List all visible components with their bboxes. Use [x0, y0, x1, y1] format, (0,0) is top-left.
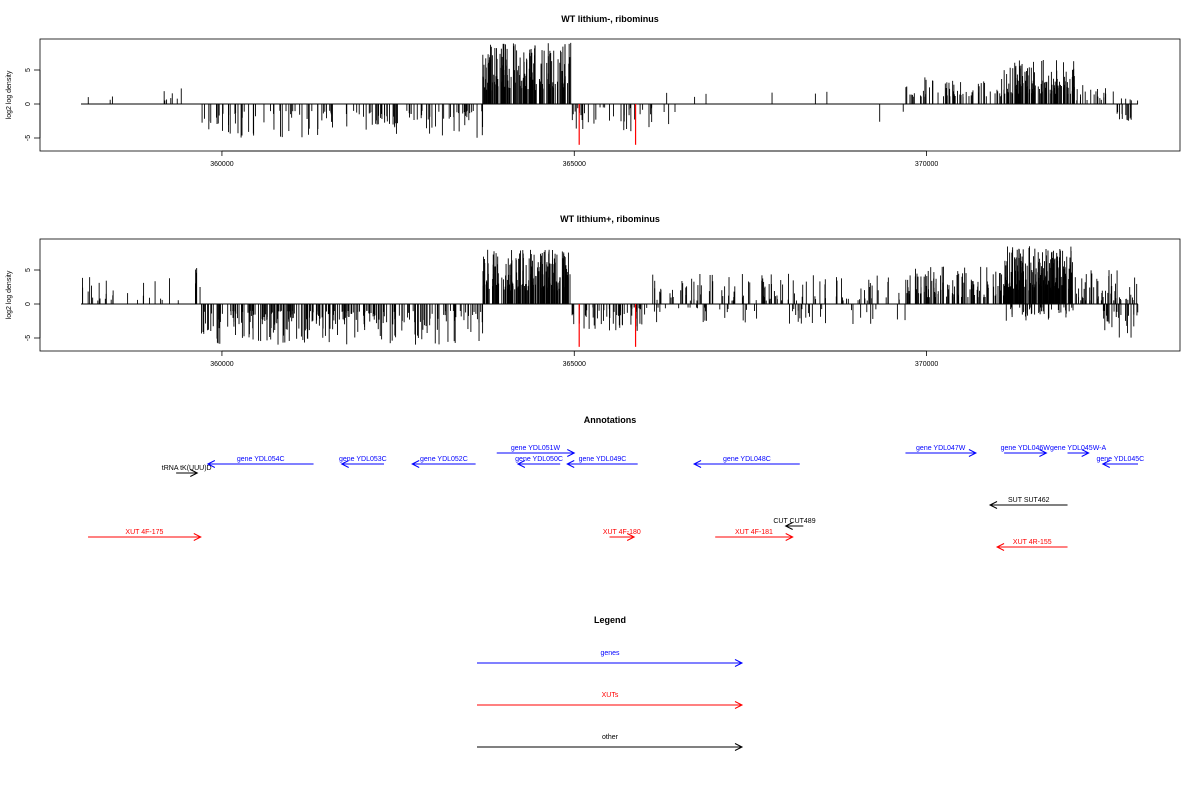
feature-3: gene YDL052C — [411, 456, 476, 468]
feature-6: gene YDL049C — [566, 456, 638, 468]
feature-10: gene YDL045W-A — [1050, 445, 1107, 457]
panel-title: WT lithium+, ribominus — [560, 214, 660, 224]
feature-arrow-head — [566, 460, 575, 468]
feature-17: XUT 4R-155 — [995, 539, 1068, 551]
feature-label: SUT SUT462 — [1008, 497, 1050, 504]
feature-label: gene YDL049C — [579, 456, 627, 463]
feature-arrow-head — [193, 533, 202, 541]
feature-label: gene YDL054C — [237, 456, 285, 463]
feature-label: gene YDL045W-A — [1050, 445, 1106, 452]
legend: Legend genes XUTs other — [477, 615, 744, 751]
feature-label: gene YDL046W — [1001, 445, 1051, 452]
feature-label: gene YDL045C — [1097, 456, 1145, 463]
y-tick-label: 5 — [25, 268, 32, 272]
feature-12: SUT SUT462 — [988, 497, 1068, 509]
feature-15: XUT 4F-180 — [603, 529, 641, 541]
feature-arrow-head — [995, 543, 1005, 551]
y-axis: -5 0 5 — [25, 68, 41, 141]
legend-title: Legend — [594, 615, 626, 625]
legend-arrow-head — [734, 659, 744, 667]
feature-arrow-head — [206, 460, 216, 468]
feature-arrow-head — [340, 460, 349, 468]
x-tick-label: 370000 — [915, 161, 938, 168]
feature-9: gene YDL046W — [1001, 445, 1051, 457]
y-axis-label: log2 log density — [6, 270, 13, 319]
feature-0: tRNA tK(UUU)D — [162, 465, 212, 477]
feature-arrow-head — [968, 449, 978, 457]
feature-label: gene YDL053C — [339, 456, 387, 463]
x-tick-label: 370000 — [915, 361, 938, 368]
legend-entries: genes XUTs other — [477, 650, 744, 751]
feature-5: gene YDL050C — [515, 456, 563, 468]
feature-label: gene YDL051W — [511, 445, 561, 452]
y-tick-label: -5 — [25, 335, 32, 341]
feature-14: XUT 4F-175 — [88, 529, 202, 541]
feature-arrow-head — [1101, 460, 1110, 468]
feature-label: XUT 4F-175 — [125, 529, 163, 536]
feature-arrow-head — [1081, 449, 1090, 457]
feature-16: XUT 4F-181 — [715, 529, 794, 541]
feature-11: gene YDL045C — [1097, 456, 1145, 468]
feature-arrow-head — [785, 533, 794, 541]
feature-arrow-head — [692, 460, 702, 468]
feature-arrow-head — [988, 501, 998, 509]
feature-7: gene YDL048C — [692, 456, 800, 468]
annotations-track: Annotations tRNA tK(UUU)D gene YDL054C gen… — [88, 415, 1144, 551]
feature-arrow-head — [190, 469, 199, 477]
x-tick-label: 365000 — [563, 361, 586, 368]
legend-entry-genes: genes — [477, 650, 744, 667]
y-tick-label: 0 — [25, 302, 32, 306]
legend-label: XUTs — [602, 692, 619, 699]
feature-arrow-head — [1039, 449, 1048, 457]
feature-13: CUT CUT489 — [773, 518, 816, 530]
y-tick-label: 5 — [25, 68, 32, 72]
density-bars — [81, 246, 1139, 347]
y-axis-label: log2 log density — [6, 70, 13, 119]
x-tick-label: 360000 — [210, 361, 233, 368]
legend-entry-xuts: XUTs — [477, 692, 744, 709]
x-tick-label: 360000 — [210, 161, 233, 168]
x-axis: 360000 365000 370000 — [210, 150, 938, 168]
legend-label: genes — [600, 650, 620, 657]
y-axis: -5 0 5 — [25, 268, 41, 341]
density-bars — [81, 42, 1139, 145]
annotations-title: Annotations — [584, 415, 637, 425]
legend-entry-other: other — [477, 734, 744, 751]
y-tick-label: -5 — [25, 135, 32, 141]
feature-arrow-head — [516, 460, 526, 468]
feature-1: gene YDL054C — [206, 456, 314, 468]
x-tick-label: 365000 — [563, 161, 586, 168]
feature-arrow-head — [626, 533, 636, 541]
feature-label: XUT 4F-180 — [603, 529, 641, 536]
legend-label: other — [602, 734, 619, 741]
feature-label: gene YDL048C — [723, 456, 771, 463]
feature-arrow-head — [784, 522, 793, 530]
coverage-panel-lithium-plus: WT lithium+, ribominus log2 log density … — [6, 214, 1181, 368]
feature-label: XUT 4F-181 — [735, 529, 773, 536]
feature-label: gene YDL047W — [916, 445, 966, 452]
feature-4: gene YDL051W — [496, 445, 576, 457]
feature-label: CUT CUT489 — [773, 518, 815, 525]
coverage-panel-lithium-minus: WT lithium-, ribominus log2 log density … — [6, 14, 1181, 168]
feature-label: XUT 4R-155 — [1013, 539, 1052, 546]
feature-label: gene YDL052C — [420, 456, 468, 463]
feature-label: gene YDL050C — [515, 456, 563, 463]
legend-arrow-head — [734, 701, 744, 709]
feature-label: tRNA tK(UUU)D — [162, 465, 212, 472]
x-axis: 360000 365000 370000 — [210, 350, 938, 368]
feature-arrows: tRNA tK(UUU)D gene YDL054C gene YDL053C gen… — [88, 445, 1144, 551]
panel-title: WT lithium-, ribominus — [561, 14, 659, 24]
legend-arrow-head — [734, 743, 744, 751]
feature-arrow-head — [567, 449, 576, 457]
feature-2: gene YDL053C — [339, 456, 387, 468]
feature-arrow-head — [411, 460, 420, 468]
feature-8: gene YDL047W — [905, 445, 978, 457]
y-tick-label: 0 — [25, 102, 32, 106]
